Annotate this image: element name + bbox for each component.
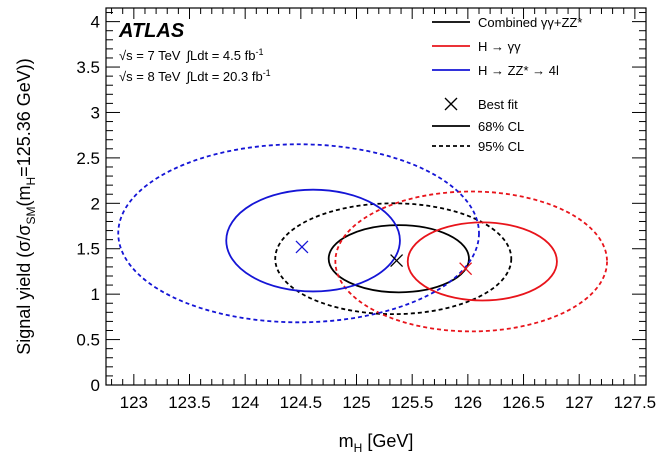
x-tick-label: 124.5 bbox=[280, 393, 323, 412]
legend-label-combined: Combined γγ+ZZ* bbox=[478, 15, 582, 30]
contour-layer bbox=[117, 143, 608, 333]
legend-label-68cl: 68% CL bbox=[478, 119, 524, 134]
y-tick-label: 3.5 bbox=[76, 58, 100, 77]
contour-95cl-gamma-gamma bbox=[334, 190, 608, 333]
x-tick-label: 124 bbox=[231, 393, 259, 412]
legend-label-95cl: 95% CL bbox=[478, 139, 524, 154]
x-tick-label: 125.5 bbox=[391, 393, 434, 412]
contour-95cl-zz-4l bbox=[117, 143, 480, 324]
x-tick-label: 123 bbox=[120, 393, 148, 412]
contour-68cl-combined bbox=[327, 224, 470, 294]
contour-95cl-combined bbox=[274, 202, 513, 316]
best-fit-marker-combined bbox=[390, 254, 404, 268]
best-fit-marker-gamma-gamma bbox=[459, 262, 473, 276]
y-tick-label: 3 bbox=[91, 103, 100, 122]
x-tick-label: 126 bbox=[454, 393, 482, 412]
x-tick-label: 125 bbox=[342, 393, 370, 412]
axis-ticks bbox=[106, 8, 647, 386]
y-tick-label: 0 bbox=[91, 376, 100, 395]
energy-line-7tev: √s = 7 TeV ∫Ldt = 4.5 fb-1 bbox=[119, 47, 263, 63]
experiment-label: ATLAS bbox=[118, 20, 185, 42]
x-tick-label: 126.5 bbox=[502, 393, 545, 412]
best-fit-marker-gamma-gamma-stroke bbox=[459, 262, 473, 276]
legend-label-zz-4l: H → ZZ* → 4l bbox=[478, 63, 559, 78]
legend-best-fit-cross-icon bbox=[444, 97, 458, 111]
y-tick-label: 1 bbox=[91, 285, 100, 304]
best-fit-layer bbox=[295, 240, 473, 276]
contour-68cl-zz-4l bbox=[225, 188, 401, 293]
x-tick-label: 127.5 bbox=[614, 393, 657, 412]
legend: Combined γγ+ZZ* H → γγ H → ZZ* → 4l Best… bbox=[432, 15, 582, 154]
y-tick-label: 1.5 bbox=[76, 240, 100, 259]
energy-line-8tev: √s = 8 TeV ∫Ldt = 20.3 fb-1 bbox=[119, 68, 271, 84]
y-tick-label: 2 bbox=[91, 194, 100, 213]
best-fit-marker-zz-4l-stroke bbox=[295, 240, 309, 254]
best-fit-marker-zz-4l bbox=[295, 240, 309, 254]
y-tick-label: 2.5 bbox=[76, 149, 100, 168]
plot-frame bbox=[105, 7, 647, 386]
best-fit-marker-combined-stroke bbox=[390, 254, 404, 268]
legend-cross-stroke bbox=[444, 97, 458, 111]
x-tick-label: 127 bbox=[565, 393, 593, 412]
tick-labels: 123 123.5 124 124.5 125 125.5 126 126.5 127 127.5… bbox=[76, 13, 656, 412]
legend-cross bbox=[444, 97, 458, 111]
legend-label-best-fit: Best fit bbox=[478, 97, 518, 112]
legend-label-gamma-gamma: H → γγ bbox=[478, 39, 521, 54]
y-axis-title: Signal yield (σ/σSM(mH=125.36 GeV)) bbox=[14, 58, 38, 355]
x-tick-label: 123.5 bbox=[168, 393, 211, 412]
y-tick-label: 0.5 bbox=[76, 331, 100, 350]
x-axis-title: mH [GeV] bbox=[339, 431, 414, 455]
y-tick-label: 4 bbox=[91, 13, 100, 32]
contour-68cl-gamma-gamma bbox=[406, 221, 558, 302]
